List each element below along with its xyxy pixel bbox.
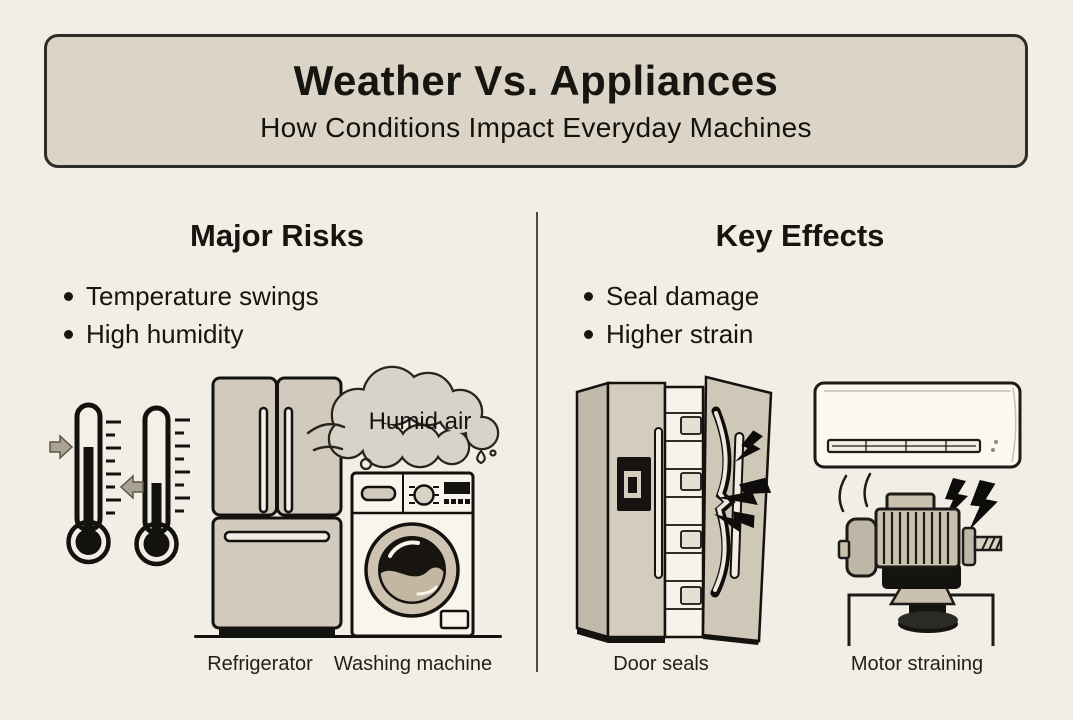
left-column-heading: Major Risks — [189, 218, 365, 253]
vibration-lines-icon — [838, 472, 872, 513]
arrow-left-icon — [119, 474, 144, 500]
ac-unit-icon — [813, 381, 1022, 469]
damaged-seal-icon — [710, 406, 736, 598]
bullet-dot — [584, 291, 593, 301]
fridge-open-door-icon — [575, 375, 776, 645]
ac-unit-motor-icon — [813, 381, 1022, 646]
right-bullet-list: Seal damage Higher strain — [584, 277, 759, 353]
bullet-label: Seal damage — [606, 280, 760, 311]
list-item: Higher strain — [584, 315, 759, 353]
motor-icon — [837, 492, 1003, 606]
list-item: Seal damage — [584, 277, 759, 315]
left-bullet-list: Temperature swings High humidity — [64, 277, 319, 353]
caption-refrigerator: Refrigerator — [207, 653, 313, 675]
bullet-label: Higher strain — [606, 318, 754, 349]
page-subtitle: How Conditions Impact Everyday Machines — [260, 111, 812, 143]
column-divider — [536, 212, 538, 672]
right-column-heading: Key Effects — [715, 218, 885, 253]
list-item: High humidity — [64, 315, 319, 353]
list-item: Temperature swings — [64, 277, 319, 315]
humid-air-label: Humid air — [369, 408, 472, 435]
refrigerator-icon — [211, 376, 343, 636]
bullet-label: High humidity — [86, 318, 244, 349]
caption-door-seals: Door seals — [613, 653, 709, 675]
caption-motor-straining: Motor straining — [850, 653, 984, 675]
humid-air-cloud-icon: Humid air — [306, 365, 500, 469]
thermometers-icon — [49, 402, 190, 567]
bullet-dot — [64, 291, 73, 301]
droplet-icon — [359, 449, 497, 471]
bullet-dot — [64, 329, 73, 339]
caption-washing-machine: Washing machine — [333, 653, 493, 675]
arrow-right-icon — [49, 434, 74, 460]
ground-line — [194, 635, 502, 638]
bullet-label: Temperature swings — [86, 280, 319, 311]
washing-machine-icon: Humid air — [306, 365, 500, 638]
page-title: Weather Vs. Appliances — [293, 57, 779, 105]
title-box: Weather Vs. Appliances How Conditions Im… — [44, 34, 1028, 168]
bullet-dot — [584, 329, 593, 339]
